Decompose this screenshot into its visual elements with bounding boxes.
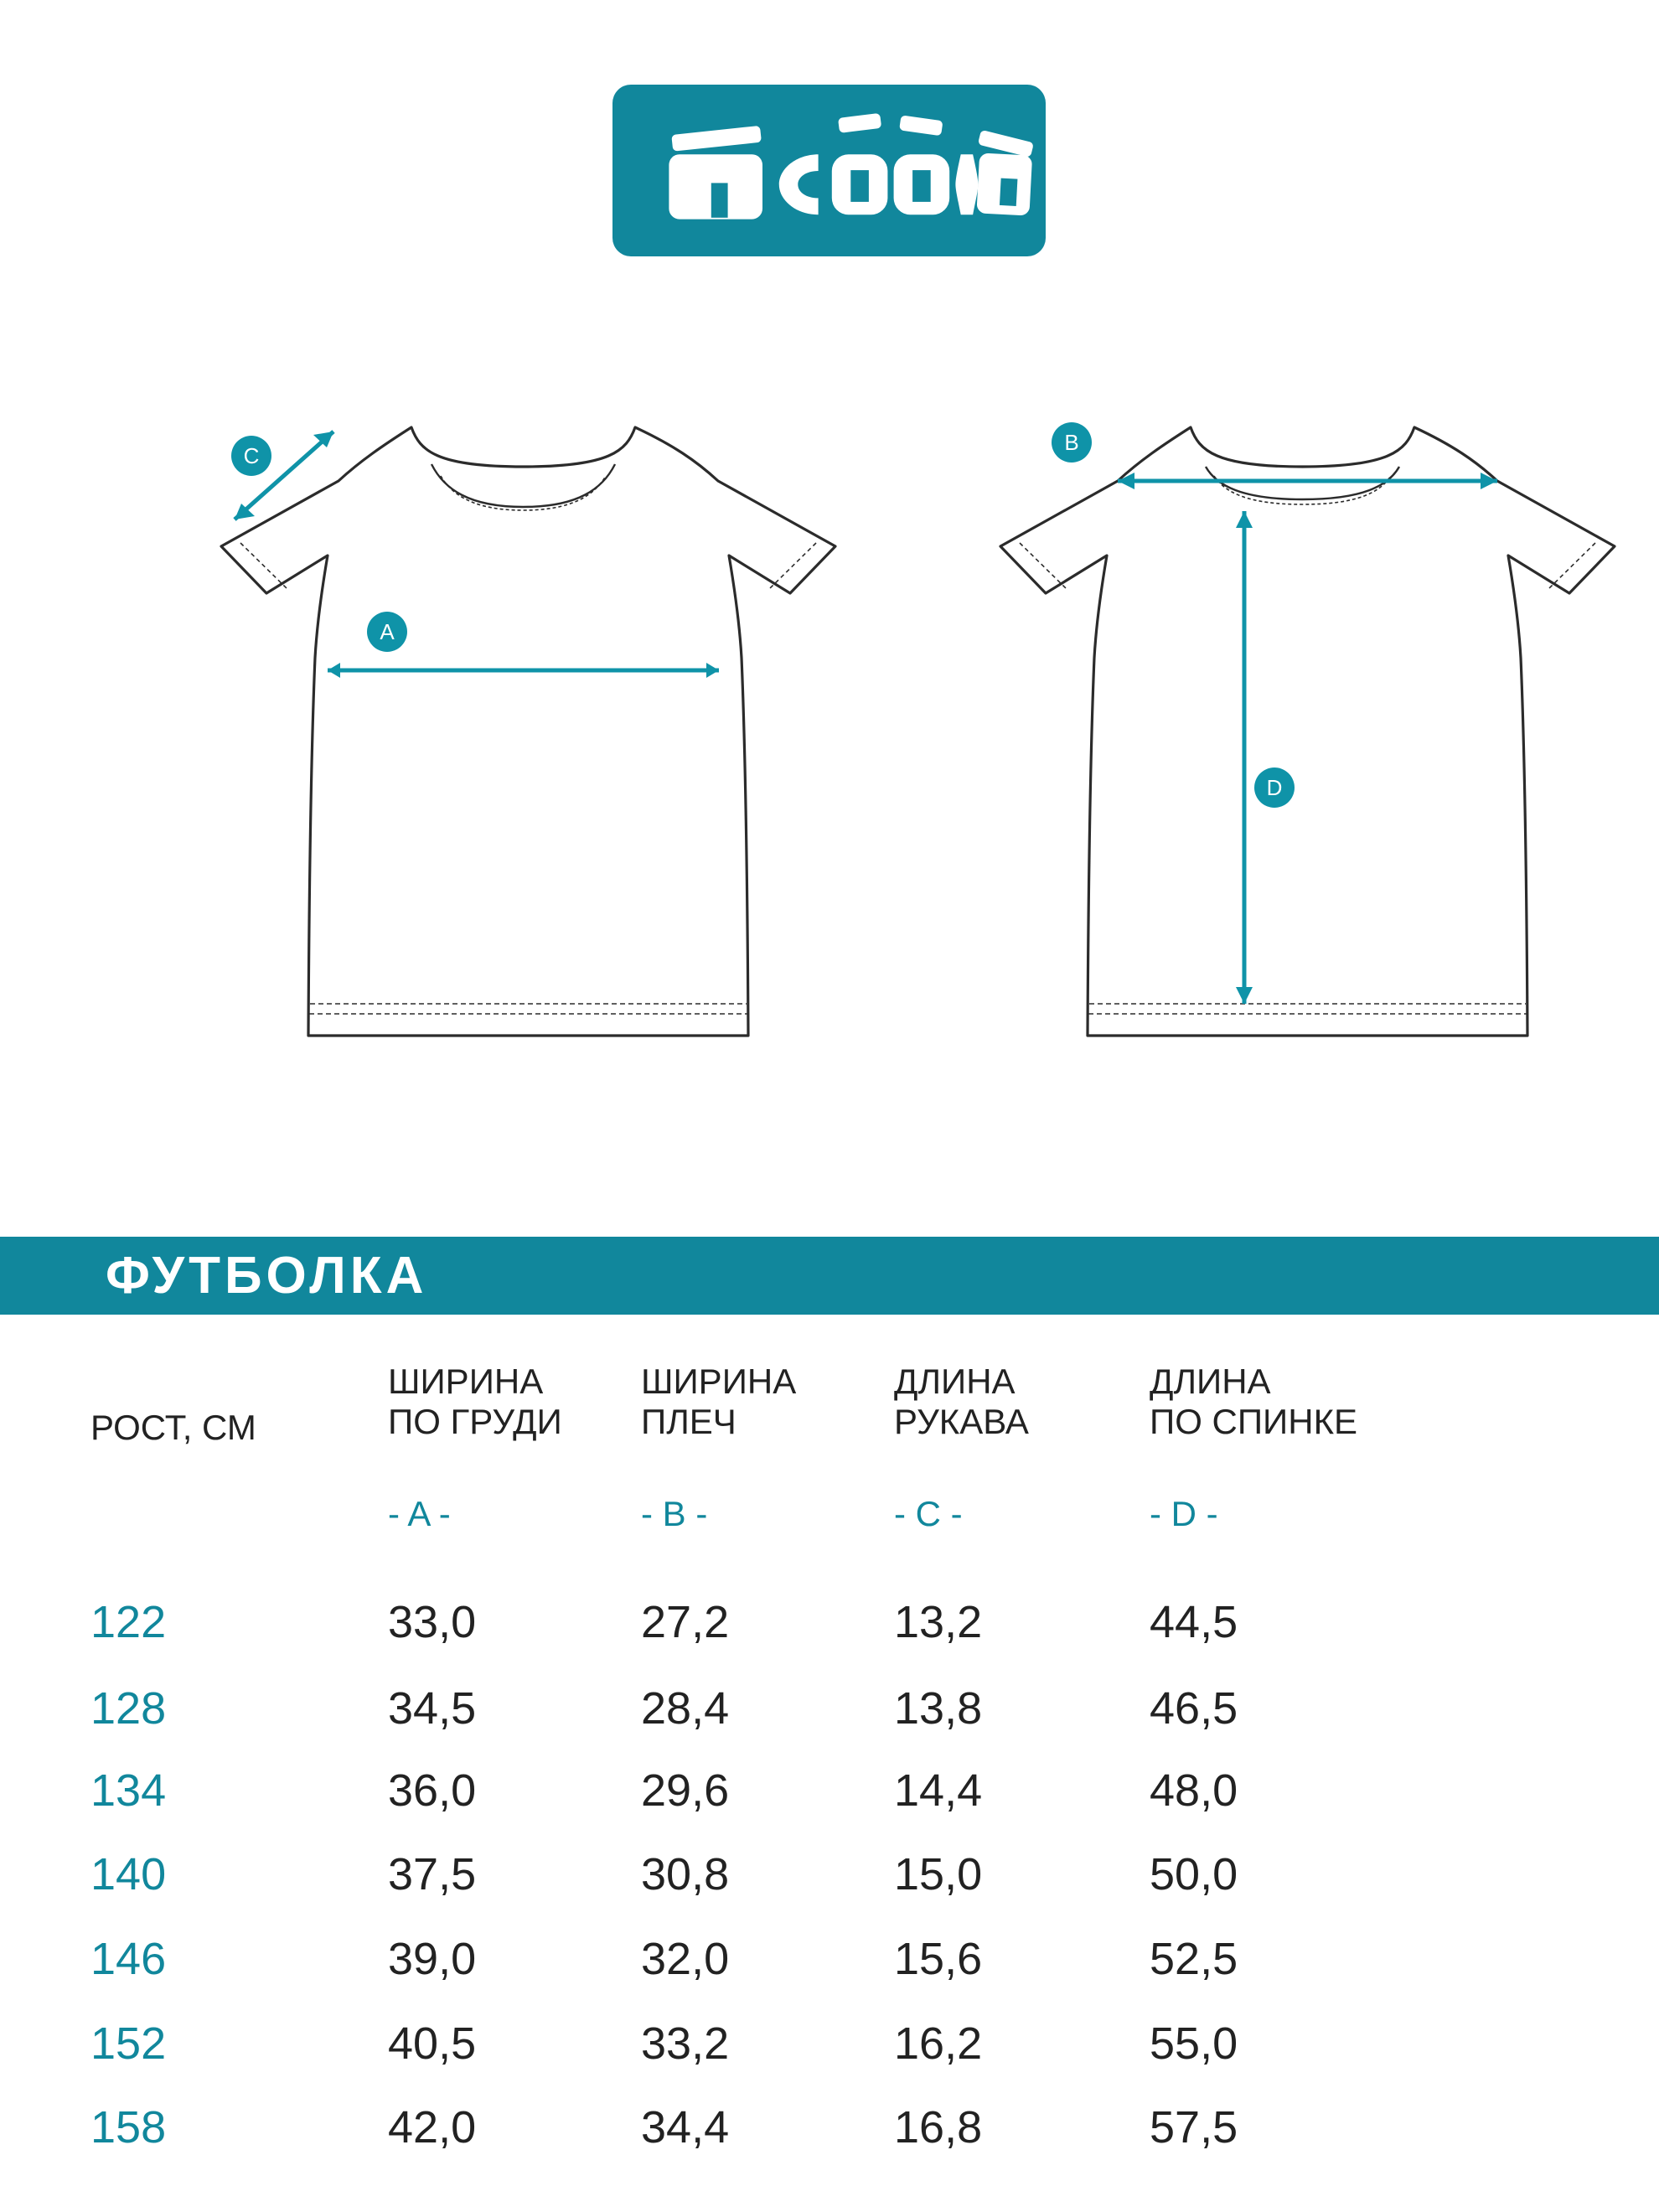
svg-text:C: C xyxy=(244,443,260,468)
svg-text:D: D xyxy=(1267,775,1283,800)
svg-text:A: A xyxy=(380,619,395,644)
svg-text:B: B xyxy=(1064,430,1078,455)
